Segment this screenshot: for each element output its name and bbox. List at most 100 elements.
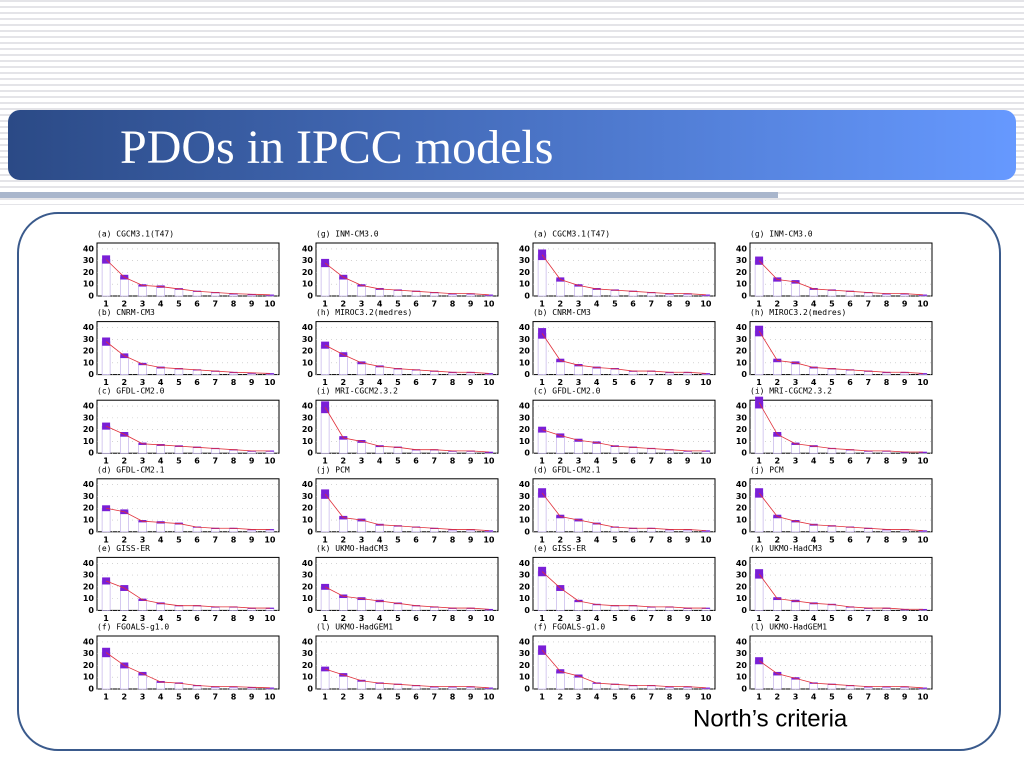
y-tick-label: 0 xyxy=(307,527,313,536)
chart: (d) GFDL-CM2.1 0 10 20 30 40 1 2 3 4 5 6 7 8 9 10 xyxy=(519,465,716,544)
x-tick-label: 3 xyxy=(140,693,146,702)
x-tick-label: 7 xyxy=(866,457,872,466)
y-tick-label: 40 xyxy=(302,323,314,332)
x-tick-label: 3 xyxy=(576,535,582,544)
x-tick-label: 10 xyxy=(700,693,712,702)
x-tick-label: 5 xyxy=(176,300,182,309)
bar xyxy=(574,600,583,611)
x-tick-label: 10 xyxy=(483,300,495,309)
bar xyxy=(357,680,366,690)
bar xyxy=(375,600,385,611)
x-tick-label: 3 xyxy=(140,535,146,544)
x-tick-label: 3 xyxy=(140,614,146,623)
y-tick-label: 30 xyxy=(519,649,531,658)
bar xyxy=(120,355,129,375)
y-tick-label: 40 xyxy=(83,559,95,568)
line xyxy=(541,492,706,532)
x-tick-label: 3 xyxy=(359,614,365,623)
x-tick-label: 7 xyxy=(213,300,219,309)
x-tick-label: 6 xyxy=(194,614,200,623)
x-tick-label: 1 xyxy=(103,693,109,702)
x-tick-label: 2 xyxy=(122,535,128,544)
x-tick-label: 5 xyxy=(829,693,835,702)
y-tick-label: 0 xyxy=(307,606,313,615)
y-tick-label: 30 xyxy=(736,335,748,344)
bar xyxy=(138,285,147,297)
x-tick-label: 2 xyxy=(775,614,781,623)
y-tick-label: 40 xyxy=(736,402,748,411)
error-box xyxy=(484,687,493,689)
line xyxy=(324,668,489,689)
x-tick-label: 9 xyxy=(902,457,908,466)
y-tick-label: 40 xyxy=(83,244,95,253)
bar xyxy=(754,330,764,375)
y-tick-label: 40 xyxy=(302,402,314,411)
x-tick-label: 7 xyxy=(432,535,438,544)
bar xyxy=(411,526,421,533)
x-tick-label: 3 xyxy=(359,693,365,702)
x-tick-label: 3 xyxy=(793,614,799,623)
y-tick-label: 0 xyxy=(88,370,94,379)
x-tick-label: 9 xyxy=(249,535,255,544)
y-tick-label: 20 xyxy=(302,661,314,670)
bar xyxy=(809,367,819,375)
bar xyxy=(537,571,547,611)
y-tick-label: 0 xyxy=(741,527,747,536)
x-tick-label: 2 xyxy=(775,457,781,466)
x-tick-label: 1 xyxy=(322,693,328,702)
x-tick-label: 9 xyxy=(902,614,908,623)
bar xyxy=(174,445,184,454)
x-tick-label: 4 xyxy=(158,378,164,387)
chart: (e) GISS-ER 0 10 20 30 40 1 2 3 4 5 6 7 8 9 10 xyxy=(83,544,280,623)
y-tick-label: 10 xyxy=(83,594,95,603)
chart-title: (a) CGCM3.1(T47) xyxy=(533,230,610,239)
chart-title: (f) FGOALS-g1.0 xyxy=(533,623,605,632)
bar xyxy=(610,368,620,375)
bar xyxy=(772,434,782,454)
bar xyxy=(375,524,385,533)
x-tick-label: 5 xyxy=(829,300,835,309)
x-tick-label: 3 xyxy=(576,378,582,387)
bar xyxy=(592,367,602,375)
bar xyxy=(101,425,111,454)
x-tick-label: 1 xyxy=(756,300,762,309)
chart-title: (h) MIROC3.2(medres) xyxy=(316,308,412,317)
x-tick-label: 5 xyxy=(612,457,618,466)
line xyxy=(105,425,270,452)
y-tick-label: 0 xyxy=(524,685,530,694)
line xyxy=(758,492,923,532)
y-tick-label: 40 xyxy=(302,637,314,646)
x-tick-label: 8 xyxy=(450,614,456,623)
y-tick-label: 0 xyxy=(524,527,530,536)
x-tick-label: 2 xyxy=(558,614,564,623)
y-tick-label: 30 xyxy=(519,492,531,501)
bar xyxy=(338,595,348,611)
bar xyxy=(375,682,385,690)
x-tick-label: 10 xyxy=(483,457,495,466)
y-tick-label: 0 xyxy=(307,370,313,379)
chart-title: (f) FGOALS-g1.0 xyxy=(97,623,169,632)
bar xyxy=(156,367,165,375)
chart-title: (j) PCM xyxy=(750,465,784,474)
y-tick-label: 30 xyxy=(302,571,314,580)
bar xyxy=(791,520,800,533)
x-tick-label: 5 xyxy=(176,457,182,466)
x-tick-label: 5 xyxy=(176,535,182,544)
x-tick-label: 6 xyxy=(630,535,636,544)
x-tick-label: 8 xyxy=(231,300,237,309)
bar xyxy=(120,276,129,297)
x-tick-label: 4 xyxy=(594,378,600,387)
y-tick-label: 30 xyxy=(302,335,314,344)
x-tick-label: 9 xyxy=(902,693,908,702)
bar xyxy=(827,525,837,533)
y-tick-label: 40 xyxy=(302,480,314,489)
bar xyxy=(628,605,638,611)
y-tick-label: 30 xyxy=(736,413,748,422)
y-tick-label: 40 xyxy=(519,402,531,411)
bar xyxy=(138,443,147,454)
x-tick-label: 5 xyxy=(176,614,182,623)
x-tick-label: 8 xyxy=(450,457,456,466)
y-tick-label: 30 xyxy=(83,571,95,580)
x-tick-label: 1 xyxy=(322,535,328,544)
bar xyxy=(375,366,385,375)
